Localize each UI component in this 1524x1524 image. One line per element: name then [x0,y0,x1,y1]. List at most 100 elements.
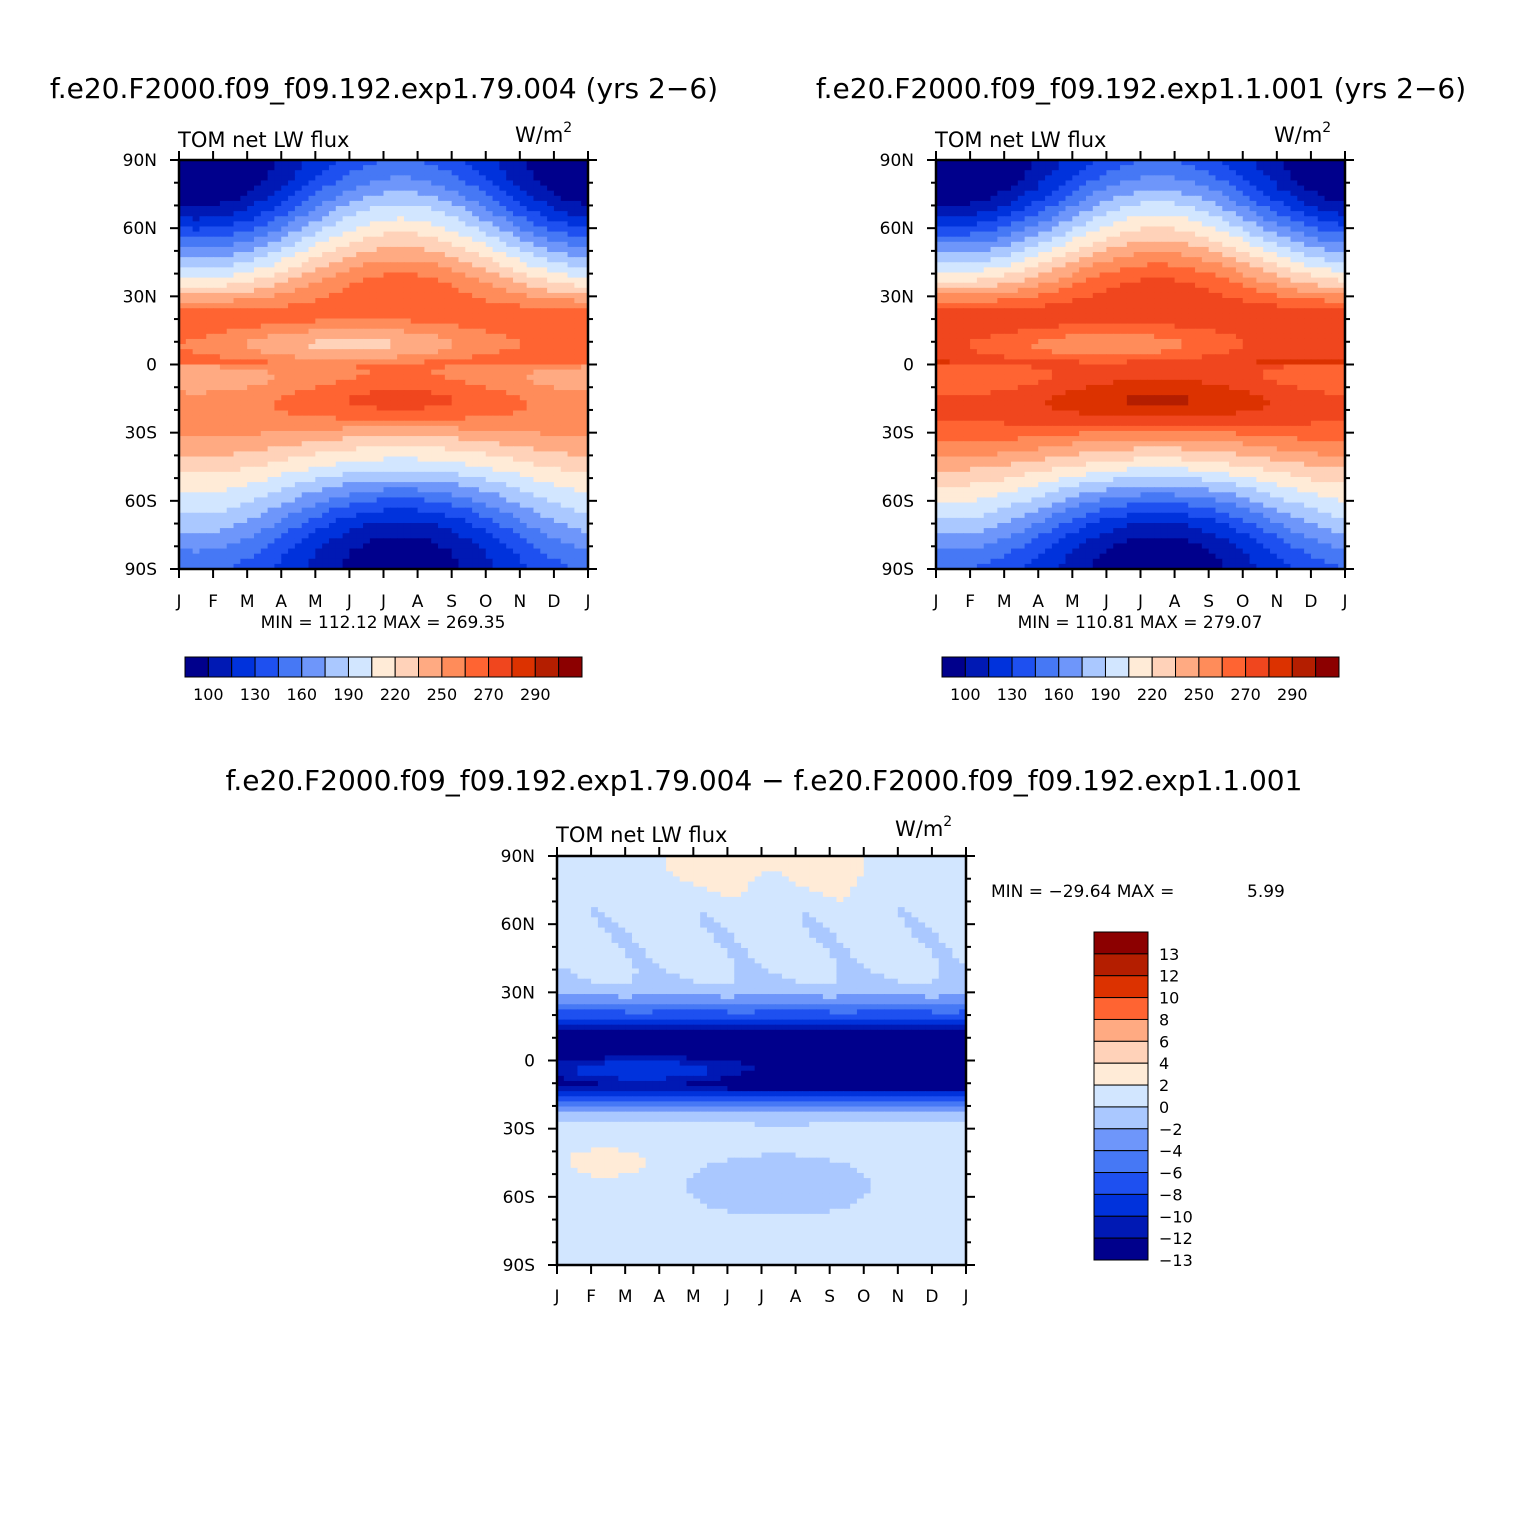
panel1-cell [294,323,303,330]
panel1-cell [376,246,385,253]
panel1-cell [397,287,405,294]
panel1-cell [349,277,357,284]
panel1-cell [226,482,235,488]
panel1-cell [308,528,316,534]
panel1-cell [560,262,569,268]
panel1-cell [288,338,296,345]
panel1-cell [281,170,289,176]
panel1-cell [206,456,214,463]
panel1-cell [281,267,289,274]
panel1-cell [472,553,480,560]
panel1-cell [213,333,221,340]
panel1-cell [478,507,487,514]
panel1-cell [540,476,548,483]
panel1-cell [363,190,371,197]
panel1-cell [403,298,412,304]
panel1-cell [492,303,500,309]
panel1-cell [335,216,344,222]
panel1-cell [574,548,582,555]
panel1-cell [213,410,221,417]
panel1-cell [294,471,303,478]
panel1-cell [553,298,562,304]
panel1-cell [281,430,289,437]
panel1-cell [560,364,569,371]
panel1-cell [438,277,446,284]
panel1-cell [260,512,269,519]
panel1-cell [513,277,521,284]
panel1-cell [424,175,432,182]
panel2-cell [1324,160,1332,166]
panel1-cell [376,344,385,350]
panel1-cell [281,369,289,376]
panel1-cell [206,272,214,279]
panel1-cell [274,471,282,478]
panel1-cell [233,533,241,539]
panel1-cell [308,267,316,274]
panel1-cell [390,231,398,238]
panel1-cell [574,354,582,360]
panel1-cell [349,175,357,182]
panel1-cell [192,323,201,330]
panel1-cell [288,548,296,555]
panel1-cell [199,420,207,427]
panel1-cell [308,482,316,488]
panel1-cell [199,497,207,504]
panel1-cell [533,476,541,483]
panel1-cell [485,364,494,371]
panel1-cell [499,538,507,545]
panel1-cell [383,379,391,386]
panel1-cell [424,482,432,488]
panel1-cell [533,318,541,325]
panel1-cell [376,436,385,442]
panel2-cell [1317,160,1326,166]
panel1-cell [328,272,337,279]
panel1-cell [185,323,194,330]
panel1-cell [444,476,453,483]
panel1-cell [390,359,398,366]
panel1-cell [240,461,248,468]
panel1-cell [444,461,453,468]
panel1-cell [410,333,419,340]
panel1-cell [315,497,323,504]
panel1-cell [206,211,214,217]
panel1-cell [519,558,528,565]
panel1-cell [574,415,582,422]
panel1-cell [349,451,357,458]
panel1-cell [485,267,494,274]
panel1-cell [240,349,248,355]
panel1-cell [390,390,398,396]
panel1-cell [206,446,214,453]
panel1-cell [403,267,412,274]
panel1-cell [383,395,391,401]
panel1-cell [349,190,357,197]
panel1-cell [438,287,446,294]
panel1-cell [213,425,221,432]
panel1-cell [397,333,405,340]
panel1-cell [465,558,473,565]
panel1-cell [199,298,207,304]
panel1-cell [185,180,194,187]
panel1-cell [199,160,207,166]
panel1-cell [567,446,575,453]
panel1-cell [506,405,514,412]
panel1-cell [526,374,535,381]
panel1-cell [499,190,507,197]
panel1-cell [328,466,337,473]
panel1-cell [424,512,432,519]
panel1-cell [533,461,541,468]
panel1-cell [547,236,555,243]
panel1-cell [478,466,487,473]
panel1-cell [199,354,207,360]
panel1-cell [356,430,364,437]
panel1-cell [478,420,487,427]
panel1-cell [281,517,289,524]
panel1-cell [219,543,228,550]
panel1-cell [485,333,494,340]
panel1-cell [363,528,371,534]
panel1-cell [560,415,569,422]
panel1-cell [553,471,562,478]
panel1-cell [526,349,535,355]
panel1-cell [410,287,419,294]
panel2-cell [1310,160,1319,166]
panel1-cell [192,262,201,268]
